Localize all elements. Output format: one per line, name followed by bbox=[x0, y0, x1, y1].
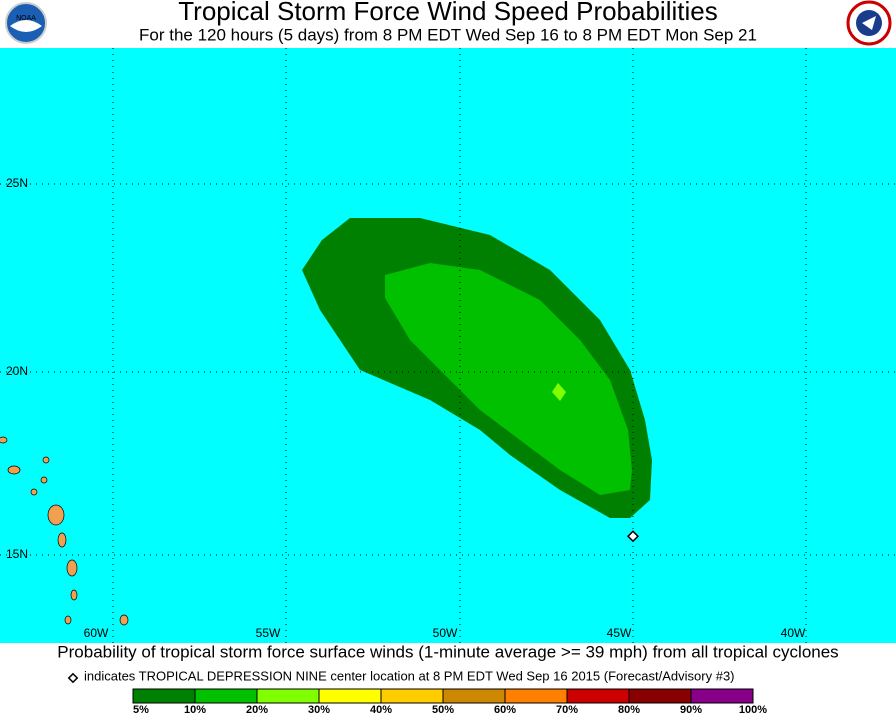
svg-text:NOAA: NOAA bbox=[16, 15, 36, 22]
legend-label: 60% bbox=[494, 704, 516, 716]
islands bbox=[0, 436, 129, 626]
legend-swatch bbox=[504, 688, 568, 704]
legend-swatch bbox=[256, 688, 320, 704]
note-marker bbox=[67, 672, 79, 684]
legend-label: 70% bbox=[556, 704, 578, 716]
legend-label: 50% bbox=[432, 704, 454, 716]
storm-center-marker bbox=[626, 530, 640, 543]
legend-swatch bbox=[318, 688, 382, 704]
prob-20-30-area bbox=[552, 383, 566, 401]
lon-label: 50W bbox=[433, 626, 458, 640]
subtitle: For the 120 hours (5 days) from 8 PM EDT… bbox=[139, 25, 757, 44]
title: Tropical Storm Force Wind Speed Probabil… bbox=[178, 0, 717, 26]
legend-label: 5% bbox=[133, 704, 149, 716]
legend-swatch bbox=[566, 688, 630, 704]
prob-10-20-area bbox=[385, 263, 632, 495]
legend-label: 80% bbox=[618, 704, 640, 716]
nws-logo bbox=[846, 0, 892, 46]
legend: 5% 10% 20% 30% 40% 50% 60% 70% 80% 90% 100% bbox=[132, 688, 767, 716]
lat-label: 25N bbox=[6, 176, 28, 190]
legend-label: 100% bbox=[739, 704, 767, 716]
lat-label: 20N bbox=[6, 364, 28, 378]
legend-swatch bbox=[442, 688, 506, 704]
legend-swatch bbox=[690, 688, 754, 704]
legend-swatch bbox=[380, 688, 444, 704]
lon-label: 40W bbox=[781, 626, 806, 640]
legend-label: 90% bbox=[680, 704, 702, 716]
lon-label: 60W bbox=[84, 626, 109, 640]
legend-swatch bbox=[132, 688, 196, 704]
legend-swatch bbox=[628, 688, 692, 704]
legend-label: 20% bbox=[246, 704, 268, 716]
legend-label: 10% bbox=[184, 704, 206, 716]
note: indicates TROPICAL DEPRESSION NINE cente… bbox=[84, 668, 735, 683]
legend-label: 40% bbox=[370, 704, 392, 716]
lon-label: 55W bbox=[256, 626, 281, 640]
legend-label: 30% bbox=[308, 704, 330, 716]
lon-label: 45W bbox=[607, 626, 632, 640]
lat-label: 15N bbox=[6, 547, 28, 561]
caption: Probability of tropical storm force surf… bbox=[57, 642, 838, 661]
noaa-logo: NOAA bbox=[5, 2, 47, 44]
legend-swatch bbox=[194, 688, 258, 704]
